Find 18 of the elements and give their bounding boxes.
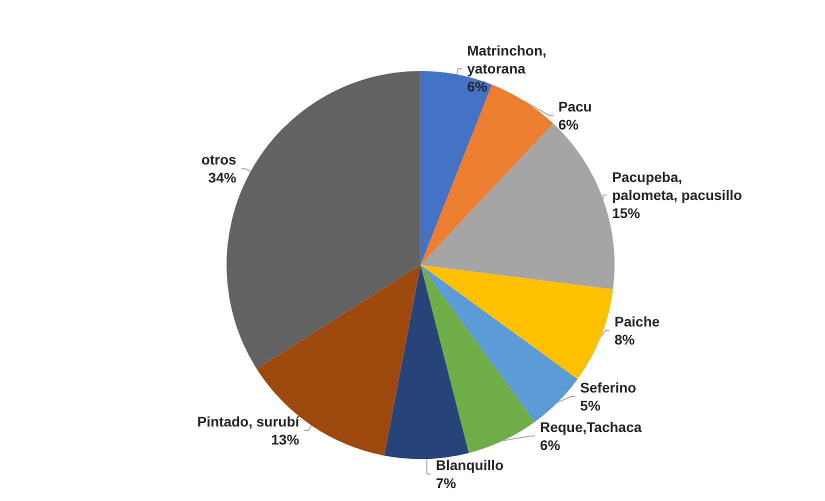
slice-label: Seferino [580,380,636,396]
slice-label: Pacupeba, palometa, pacusillo [612,169,742,204]
data-label: 5% [580,398,601,414]
slice-label: Matrinchon, yatorana [467,42,550,77]
slice-label: Blanquillo [436,457,504,473]
data-label: 8% [614,332,636,348]
data-label: 7% [436,475,457,491]
slice-label: otros [201,152,237,168]
data-label: 6% [467,78,488,95]
slice-label: Paiche [614,314,660,330]
data-label: 15% [612,205,641,222]
data-label: 6% [540,437,561,453]
data-label: 34% [208,170,237,186]
slice-label: Pacu [558,98,592,115]
data-label: 6% [558,116,580,133]
data-label: 13% [271,431,300,448]
slice-label: Pintado, surubí [197,413,300,430]
slice-label: Reque,Tachaca [540,419,642,435]
